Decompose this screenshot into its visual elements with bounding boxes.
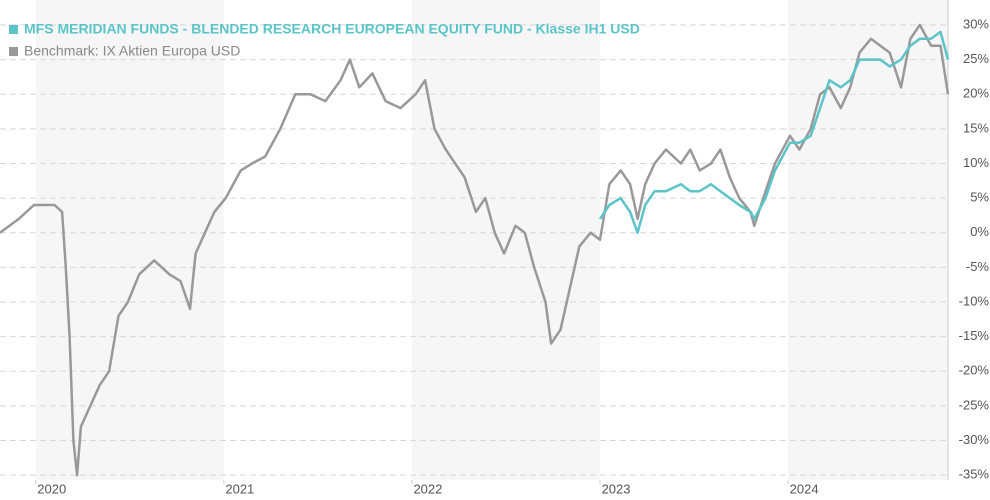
legend-swatch <box>9 47 18 56</box>
y-tick-label: -10% <box>959 293 990 308</box>
y-tick-label: -30% <box>959 432 990 447</box>
x-tick-label: 2023 <box>602 481 631 496</box>
y-tick-label: 10% <box>963 155 989 170</box>
y-tick-label: -35% <box>959 467 990 482</box>
y-tick-label: -15% <box>959 328 990 343</box>
legend-label: Benchmark: IX Aktien Europa USD <box>24 43 240 59</box>
legend-swatch <box>9 25 18 34</box>
y-tick-label: 25% <box>963 51 989 66</box>
year-band <box>788 0 948 480</box>
year-band <box>411 0 601 480</box>
series-line <box>0 23 950 477</box>
x-tick-label: 2021 <box>225 481 254 496</box>
y-tick-label: -25% <box>959 397 990 412</box>
y-tick-label: 0% <box>970 224 989 239</box>
y-tick-label: 30% <box>963 16 989 31</box>
x-tick-label: 2024 <box>790 481 819 496</box>
y-tick-label: -20% <box>959 363 990 378</box>
x-tick-label: 2022 <box>413 481 442 496</box>
legend-label: MFS MERIDIAN FUNDS - BLENDED RESEARCH EU… <box>24 21 640 37</box>
year-band <box>35 0 224 480</box>
y-tick-label: -5% <box>966 259 990 274</box>
x-tick-label: 2020 <box>37 481 66 496</box>
y-tick-label: 15% <box>963 120 989 135</box>
y-tick-label: 20% <box>963 86 989 101</box>
series-line <box>598 30 950 234</box>
y-tick-label: 5% <box>970 190 989 205</box>
